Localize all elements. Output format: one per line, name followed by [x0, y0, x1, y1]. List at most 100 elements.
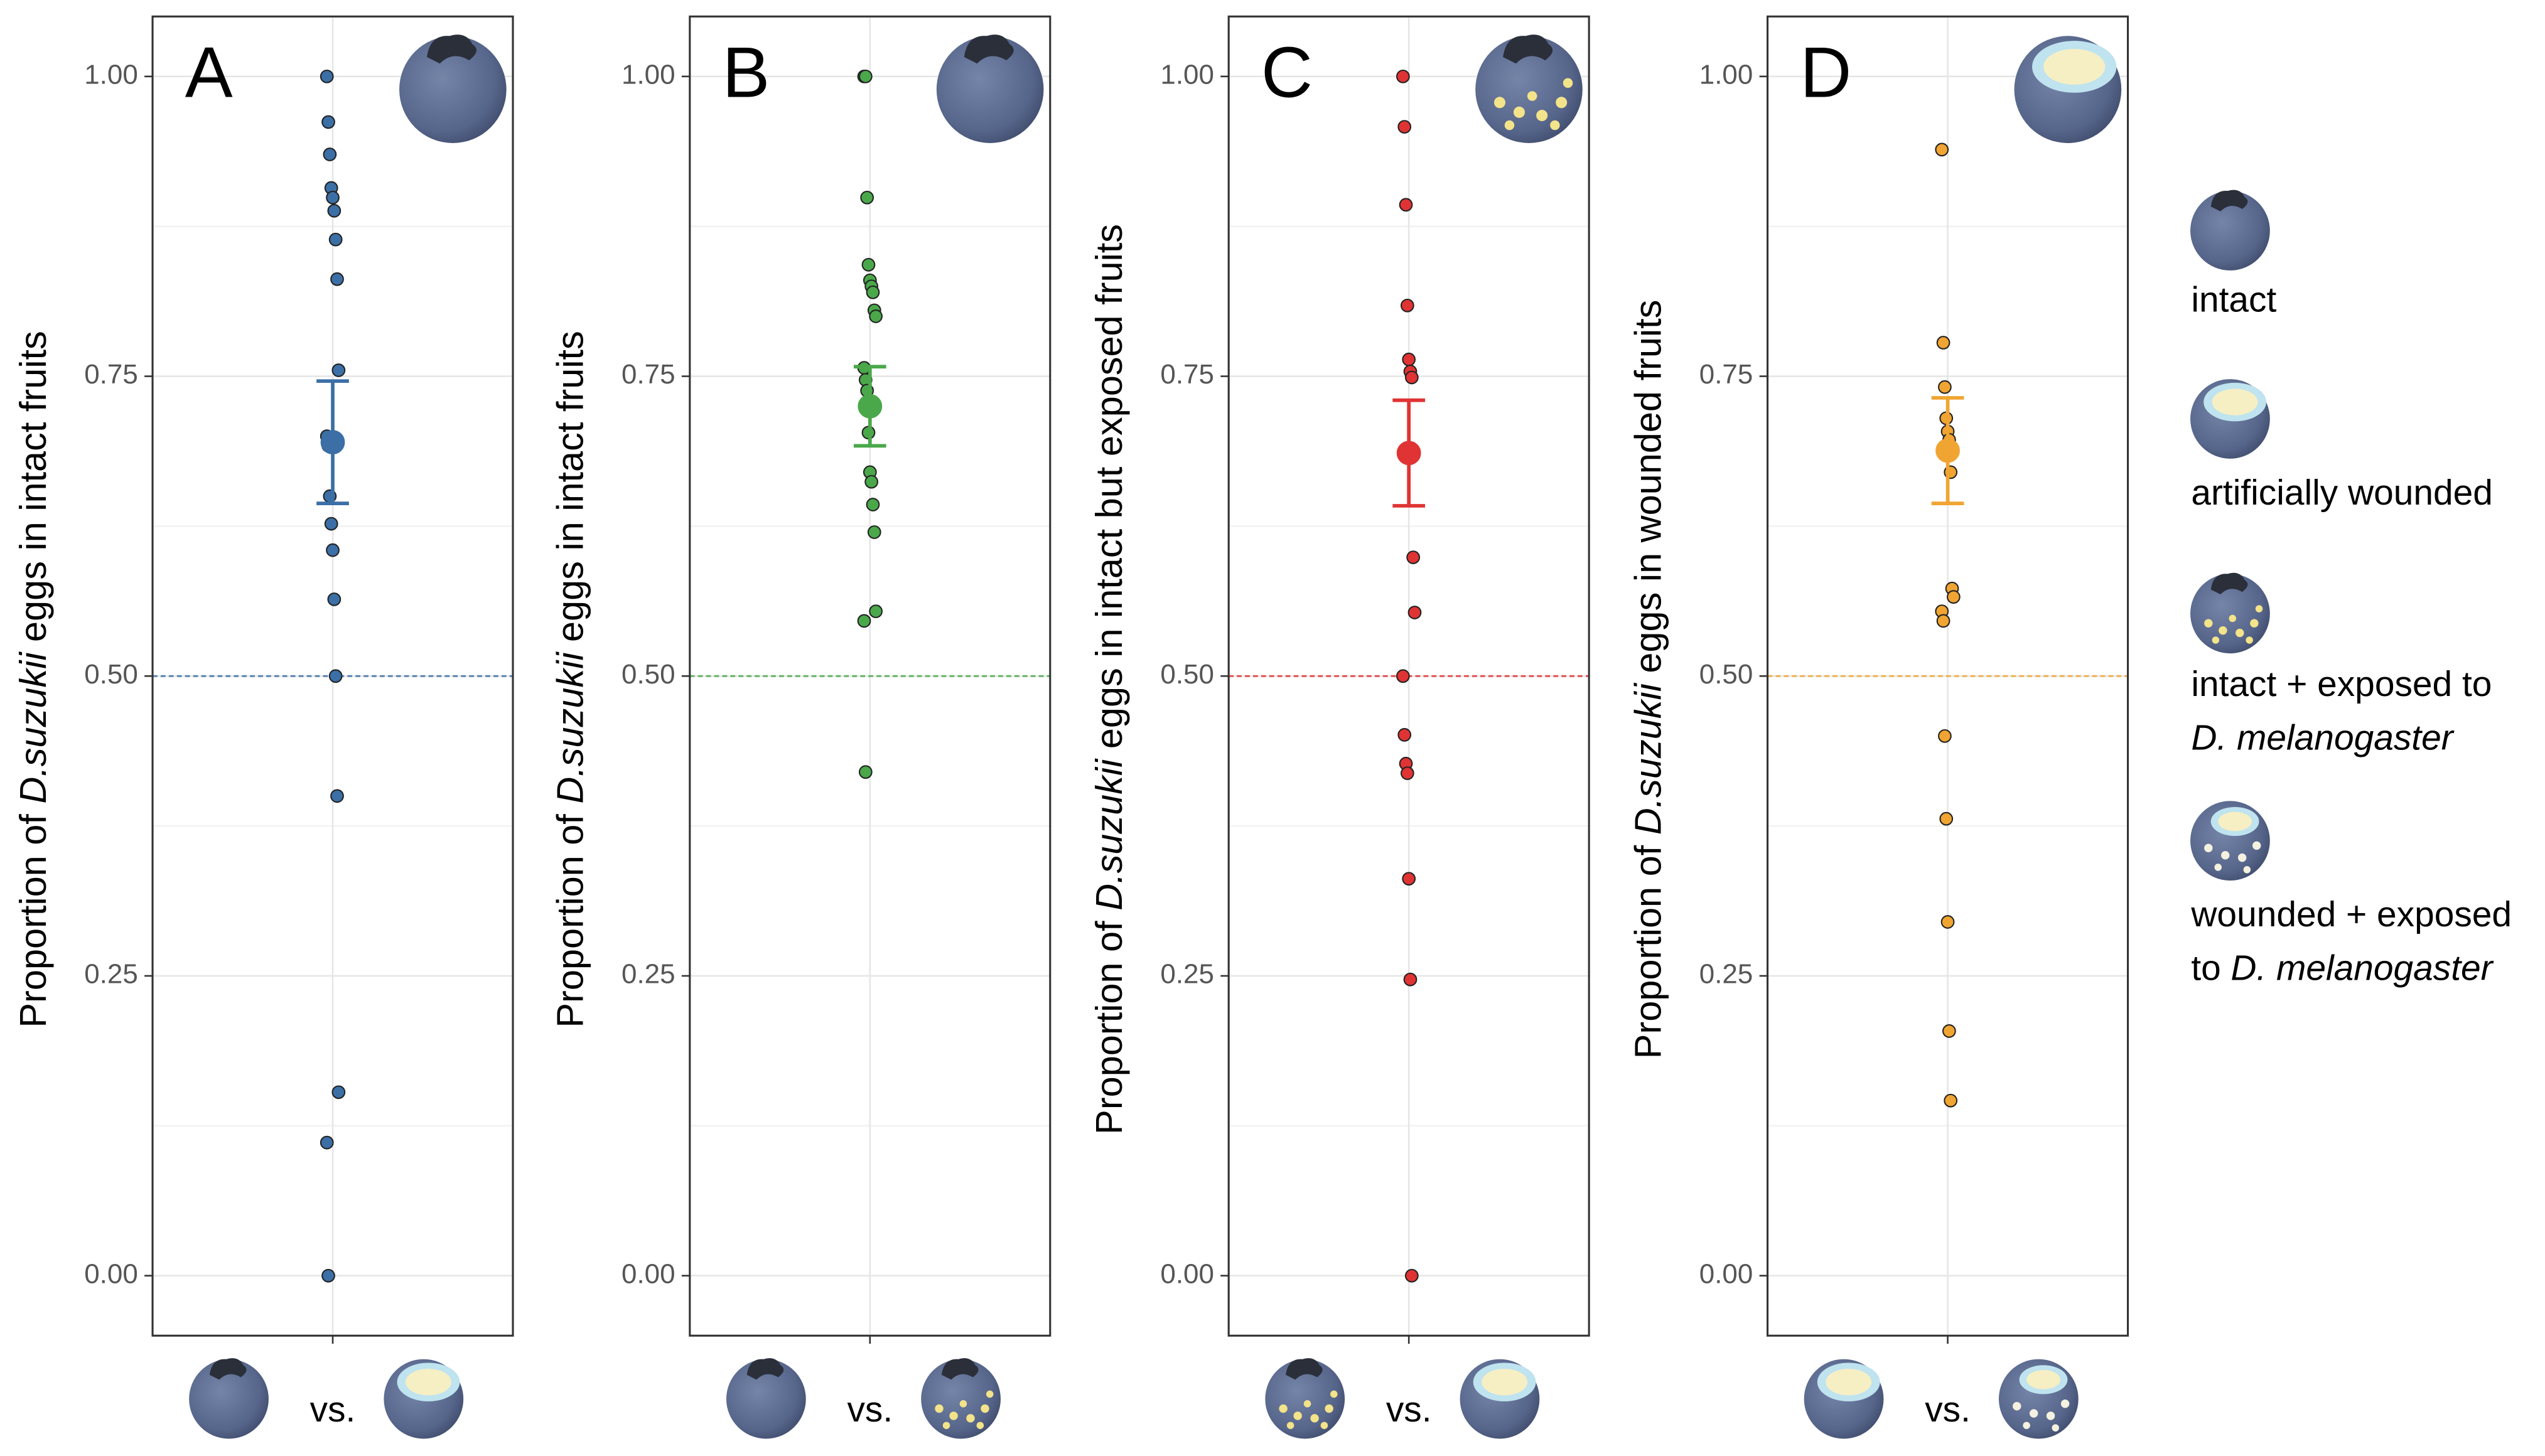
- y-label-part: Proportion of: [549, 804, 591, 1028]
- fruit-icon: [936, 35, 1044, 143]
- legend-label: artificially wounded: [2191, 473, 2493, 513]
- y-tick-label: 0.50: [621, 659, 675, 690]
- y-tick-label: 0.25: [1160, 959, 1214, 990]
- fruit-icon: [921, 1358, 1001, 1439]
- y-tick-label: 1.00: [1160, 59, 1214, 90]
- data-point: [320, 69, 334, 83]
- data-point: [331, 1085, 346, 1100]
- y-label-part: eggs in wounded fruits: [1627, 300, 1669, 683]
- fruit-icon: [1998, 1359, 2079, 1439]
- data-point: [320, 1135, 334, 1150]
- data-point: [1397, 120, 1412, 134]
- y-axis-label: Proportion of D.suzukii eggs in intact f…: [549, 331, 591, 1027]
- data-point: [1406, 550, 1421, 564]
- mean-point: [858, 393, 883, 419]
- x-axis-label: vs.: [847, 1390, 893, 1430]
- y-axis-label: Proportion of D.suzukii eggs in intact b…: [1088, 224, 1130, 1135]
- data-point: [324, 517, 338, 531]
- data-point: [1403, 972, 1418, 987]
- legend-label: intact + exposed to: [2191, 665, 2492, 704]
- y-label-species: D.suzukii: [12, 651, 54, 804]
- fruit-icon: [1460, 1359, 1540, 1439]
- data-point: [321, 1268, 335, 1283]
- data-point: [1940, 915, 1955, 929]
- y-label-species: D.suzukii: [1088, 758, 1130, 911]
- data-point: [1404, 1268, 1419, 1283]
- y-label-part: eggs in intact fruits: [549, 331, 591, 652]
- fruit-icon: [1804, 1359, 1884, 1439]
- y-tick-label: 0.25: [1699, 959, 1753, 990]
- fruit-icon: [2190, 572, 2270, 654]
- fruit-icon: [2190, 801, 2270, 881]
- data-point: [1944, 1093, 1958, 1108]
- y-label-part: eggs in intact fruits: [12, 331, 54, 652]
- data-point: [857, 614, 871, 628]
- data-point: [328, 232, 343, 247]
- legend-label: intact: [2191, 280, 2276, 319]
- y-axis-label: Proportion of D.suzukii eggs in wounded …: [1627, 300, 1669, 1059]
- panel-letter: B: [723, 33, 770, 113]
- data-point: [1400, 766, 1414, 780]
- mean-point: [320, 430, 345, 455]
- data-point: [861, 257, 876, 272]
- y-label-part: eggs in intact but exposed fruits: [1088, 224, 1130, 759]
- data-point: [1400, 298, 1414, 313]
- data-point: [1399, 198, 1413, 212]
- data-point: [326, 543, 340, 557]
- data-point: [327, 203, 342, 218]
- data-point: [323, 147, 337, 161]
- y-label-part: Proportion of: [1088, 911, 1130, 1135]
- x-axis-label: vs.: [310, 1390, 356, 1430]
- fruit-icon: [1475, 35, 1583, 143]
- data-point: [864, 474, 878, 489]
- data-point: [869, 309, 883, 323]
- y-tick-label: 1.00: [84, 59, 138, 90]
- data-point: [1935, 142, 1949, 157]
- fruit-icon: [2190, 379, 2270, 459]
- data-point: [1397, 728, 1412, 742]
- fruit-icon: [399, 35, 507, 143]
- data-point: [328, 669, 343, 683]
- data-point: [330, 272, 344, 286]
- legend-label: D. melanogaster: [2191, 718, 2454, 757]
- data-point: [866, 285, 880, 299]
- data-point: [1942, 1024, 1956, 1038]
- fruit-icon: [2014, 36, 2122, 143]
- data-point: [1946, 590, 1961, 604]
- y-label-species: D.suzukii: [549, 651, 591, 804]
- x-axis-label: vs.: [1386, 1390, 1432, 1430]
- data-point: [327, 592, 342, 606]
- x-axis-label: vs.: [1925, 1390, 1971, 1430]
- data-point: [1396, 69, 1410, 83]
- y-tick-label: 0.00: [1160, 1258, 1214, 1289]
- fruit-icon: [726, 1358, 806, 1439]
- legend-label: to D. melanogaster: [2191, 949, 2494, 988]
- fruit-icon: [189, 1358, 269, 1439]
- data-point: [1939, 811, 1954, 826]
- y-tick-label: 1.00: [1699, 59, 1753, 90]
- data-point: [1404, 370, 1419, 385]
- y-axis-label: Proportion of D.suzukii eggs in intact f…: [12, 331, 54, 1027]
- data-point: [1936, 336, 1950, 350]
- fruit-icon: [2190, 190, 2270, 270]
- y-tick-label: 0.75: [84, 359, 138, 390]
- y-label-part: Proportion of: [1627, 835, 1669, 1059]
- fruit-icon: [1265, 1358, 1345, 1439]
- data-point: [1402, 872, 1416, 886]
- legend-label-species: D. melanogaster: [2191, 718, 2454, 757]
- y-tick-label: 0.00: [84, 1258, 138, 1289]
- y-tick-label: 0.50: [1699, 659, 1753, 690]
- data-point: [326, 190, 340, 205]
- data-point: [330, 789, 344, 803]
- legend-label-part: to: [2191, 949, 2220, 988]
- fruit-icon: [384, 1359, 464, 1439]
- legend-label-species: D. melanogaster: [2230, 949, 2494, 988]
- panel-letter: A: [185, 33, 233, 113]
- data-point: [867, 525, 881, 539]
- data-point: [1938, 380, 1952, 394]
- data-point: [1936, 614, 1950, 628]
- data-point: [1402, 352, 1416, 367]
- mean-point: [1935, 438, 1960, 463]
